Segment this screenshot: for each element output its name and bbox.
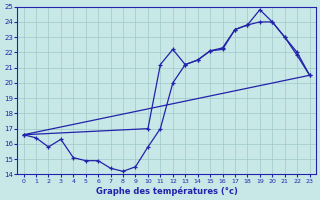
X-axis label: Graphe des températures (°c): Graphe des températures (°c): [96, 186, 237, 196]
